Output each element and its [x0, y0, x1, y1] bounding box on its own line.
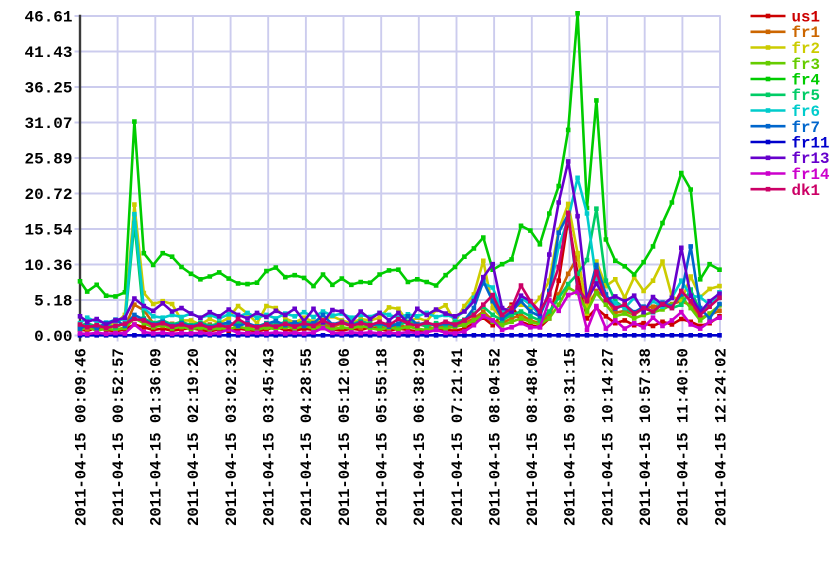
- svg-text:2011-04-15 00:09:46: 2011-04-15 00:09:46: [72, 348, 90, 526]
- svg-text:2011-04-15 02:19:20: 2011-04-15 02:19:20: [185, 348, 203, 526]
- svg-text:31.07: 31.07: [24, 115, 72, 133]
- svg-text:46.61: 46.61: [24, 9, 72, 27]
- svg-text:20.72: 20.72: [24, 186, 72, 204]
- svg-text:dk1: dk1: [792, 182, 820, 200]
- svg-text:fr7: fr7: [792, 119, 820, 137]
- svg-text:10.36: 10.36: [24, 257, 72, 275]
- svg-text:2011-04-15 10:14:27: 2011-04-15 10:14:27: [599, 348, 617, 526]
- svg-text:fr5: fr5: [792, 87, 820, 105]
- svg-text:fr2: fr2: [792, 40, 820, 58]
- svg-text:2011-04-15 07:21:41: 2011-04-15 07:21:41: [449, 348, 467, 526]
- svg-text:2011-04-15 01:36:09: 2011-04-15 01:36:09: [148, 348, 166, 526]
- svg-text:fr3: fr3: [792, 56, 820, 74]
- svg-text:2011-04-15 11:40:50: 2011-04-15 11:40:50: [675, 348, 693, 526]
- svg-text:fr6: fr6: [792, 103, 820, 121]
- svg-text:2011-04-15 10:57:38: 2011-04-15 10:57:38: [637, 348, 655, 526]
- svg-text:2011-04-15 08:48:04: 2011-04-15 08:48:04: [524, 348, 542, 526]
- svg-text:2011-04-15 03:02:32: 2011-04-15 03:02:32: [223, 348, 241, 526]
- svg-text:fr1: fr1: [792, 24, 820, 42]
- svg-text:36.25: 36.25: [24, 80, 72, 98]
- svg-text:2011-04-15 09:31:15: 2011-04-15 09:31:15: [562, 348, 580, 526]
- svg-text:fr13: fr13: [792, 150, 830, 168]
- svg-text:2011-04-15 05:55:18: 2011-04-15 05:55:18: [374, 348, 392, 526]
- svg-text:5.18: 5.18: [34, 293, 72, 311]
- svg-text:fr14: fr14: [792, 166, 830, 184]
- svg-text:15.54: 15.54: [24, 222, 72, 240]
- svg-text:2011-04-15 08:04:52: 2011-04-15 08:04:52: [486, 348, 504, 526]
- svg-text:2011-04-15 00:52:57: 2011-04-15 00:52:57: [110, 348, 128, 526]
- svg-text:2011-04-15 12:24:02: 2011-04-15 12:24:02: [712, 348, 730, 526]
- svg-text:2011-04-15 06:38:29: 2011-04-15 06:38:29: [411, 348, 429, 526]
- svg-text:2011-04-15 05:12:06: 2011-04-15 05:12:06: [336, 348, 354, 526]
- svg-text:2011-04-15 03:45:43: 2011-04-15 03:45:43: [261, 348, 279, 526]
- svg-text:25.89: 25.89: [24, 151, 72, 169]
- svg-text:fr4: fr4: [792, 72, 821, 90]
- svg-text:41.43: 41.43: [24, 44, 72, 62]
- svg-text:0.00: 0.00: [34, 328, 72, 346]
- svg-text:2011-04-15 04:28:55: 2011-04-15 04:28:55: [298, 348, 316, 526]
- svg-text:fr11: fr11: [792, 135, 830, 153]
- svg-text:us1: us1: [792, 9, 820, 27]
